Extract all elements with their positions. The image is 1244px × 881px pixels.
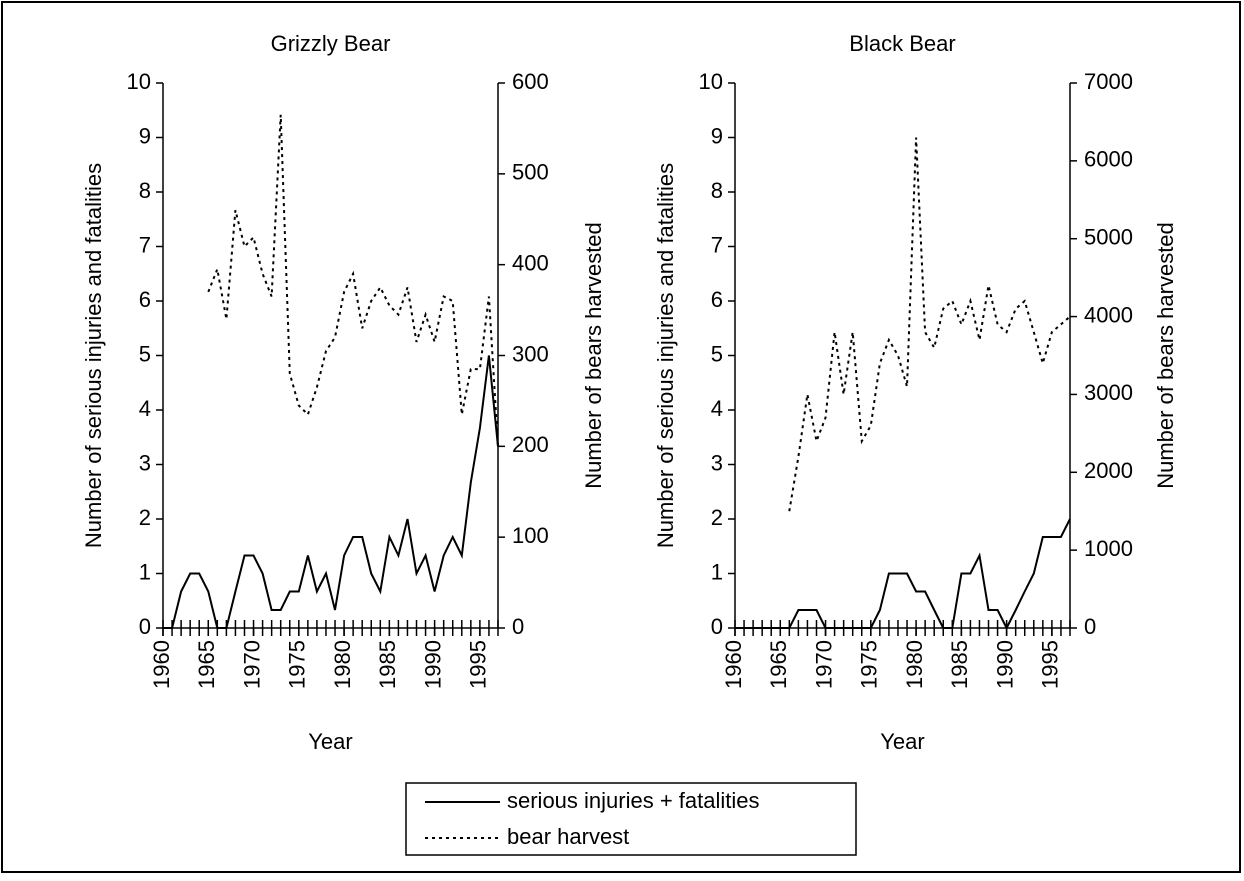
legend-box xyxy=(405,782,857,856)
x-tick-label: 1960 xyxy=(149,640,174,689)
y-tick-label: 1 xyxy=(711,559,723,584)
series-line xyxy=(788,137,1071,512)
y2-tick-label: 300 xyxy=(512,341,549,366)
y-tick-label: 8 xyxy=(139,178,151,203)
y-tick-label: 6 xyxy=(139,287,151,312)
legend-label: serious injuries + fatalities xyxy=(507,788,760,813)
y-axis-label: Number of serious injuries and fatalitie… xyxy=(81,163,106,548)
y2-tick-label: 5000 xyxy=(1084,225,1133,250)
y2-tick-label: 500 xyxy=(512,160,549,185)
legend-label: bear harvest xyxy=(507,824,629,849)
x-tick-label: 1985 xyxy=(947,640,972,689)
y-tick-label: 7 xyxy=(139,232,151,257)
x-tick-label: 1995 xyxy=(466,640,491,689)
y-tick-label: 2 xyxy=(139,505,151,530)
y-tick-label: 6 xyxy=(711,287,723,312)
y2-tick-label: 0 xyxy=(512,614,524,639)
x-tick-label: 1975 xyxy=(857,640,882,689)
y-tick-label: 9 xyxy=(139,123,151,148)
y-tick-label: 8 xyxy=(711,178,723,203)
y2-tick-label: 200 xyxy=(512,432,549,457)
chart-title: Black Bear xyxy=(849,31,955,56)
y-tick-label: 1 xyxy=(139,559,151,584)
series-line xyxy=(735,518,1071,631)
y-axis-label: Number of serious injuries and fatalitie… xyxy=(653,163,678,548)
x-tick-label: 1990 xyxy=(992,640,1017,689)
x-tick-label: 1960 xyxy=(721,640,746,689)
y2-tick-label: 3000 xyxy=(1084,380,1133,405)
y-tick-label: 4 xyxy=(711,396,723,421)
y2-tick-label: 100 xyxy=(512,523,549,548)
y-tick-label: 5 xyxy=(711,341,723,366)
y2-tick-label: 7000 xyxy=(1084,69,1133,94)
y-tick-label: 9 xyxy=(711,123,723,148)
y-tick-label: 3 xyxy=(711,450,723,475)
y2-tick-label: 6000 xyxy=(1084,147,1133,172)
y-tick-label: 0 xyxy=(711,614,723,639)
y-tick-label: 10 xyxy=(699,69,723,94)
y-tick-label: 2 xyxy=(711,505,723,530)
y-tick-label: 5 xyxy=(139,341,151,366)
series-line xyxy=(207,114,499,447)
y2-tick-label: 1000 xyxy=(1084,536,1133,561)
x-tick-label: 1965 xyxy=(766,640,791,689)
x-axis-label: Year xyxy=(308,729,352,754)
x-tick-label: 1995 xyxy=(1038,640,1063,689)
x-tick-label: 1975 xyxy=(285,640,310,689)
y2-axis-label: Number of bears harvested xyxy=(581,222,606,489)
x-tick-label: 1990 xyxy=(420,640,445,689)
y2-tick-label: 600 xyxy=(512,69,549,94)
x-tick-label: 1985 xyxy=(375,640,400,689)
y2-axis-label: Number of bears harvested xyxy=(1153,222,1178,489)
x-tick-label: 1980 xyxy=(330,640,355,689)
y-tick-label: 3 xyxy=(139,450,151,475)
x-tick-label: 1980 xyxy=(902,640,927,689)
x-tick-label: 1970 xyxy=(811,640,836,689)
x-tick-label: 1965 xyxy=(194,640,219,689)
y2-tick-label: 400 xyxy=(512,250,549,275)
y2-tick-label: 4000 xyxy=(1084,302,1133,327)
y-tick-label: 4 xyxy=(139,396,151,421)
y-tick-label: 10 xyxy=(127,69,151,94)
y-tick-label: 7 xyxy=(711,232,723,257)
y-tick-label: 0 xyxy=(139,614,151,639)
x-tick-label: 1970 xyxy=(239,640,264,689)
chart-title: Grizzly Bear xyxy=(271,31,391,56)
y2-tick-label: 0 xyxy=(1084,614,1096,639)
x-axis-label: Year xyxy=(880,729,924,754)
series-line xyxy=(163,355,499,629)
y2-tick-label: 2000 xyxy=(1084,458,1133,483)
